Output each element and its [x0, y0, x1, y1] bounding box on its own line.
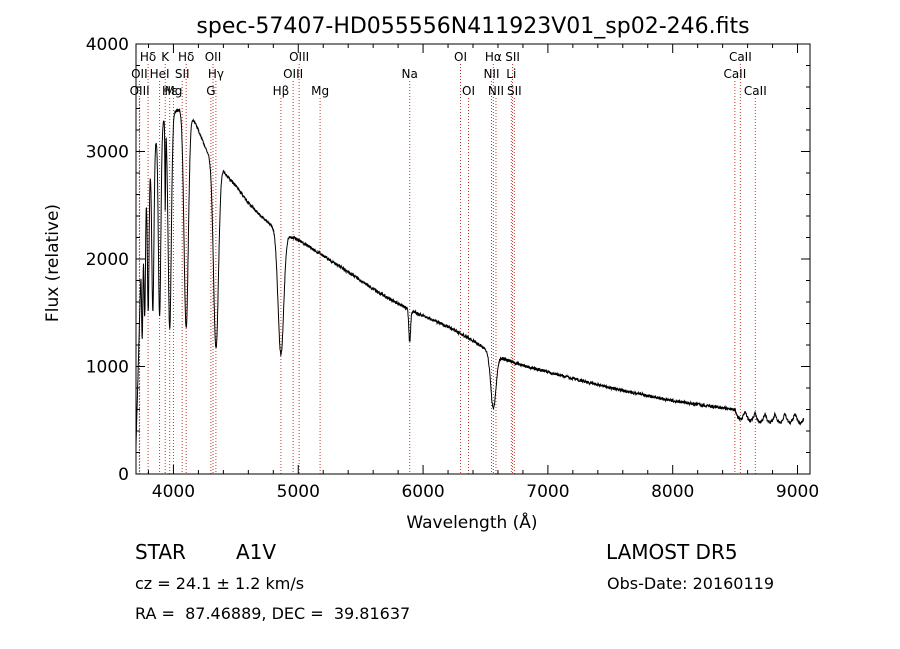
spectral-line-label: Hε: [162, 84, 178, 98]
spectral-line-label: OII: [131, 67, 148, 81]
y-tick-label: 2000: [86, 250, 129, 270]
spectral-line-label: Hγ: [208, 67, 224, 81]
spectral-line-label: SII: [507, 84, 522, 98]
spectral-line-label: Hα: [485, 50, 502, 64]
spectrum-series-line: [135, 107, 805, 447]
spectral-line-label: OII: [205, 50, 222, 64]
spectral-line-label: Li: [506, 67, 516, 81]
spectral-line-label: OIII: [130, 84, 150, 98]
spectral-line-label: OIII: [289, 50, 309, 64]
axis-tick-labels: 4000 5000 6000 7000 8000 9000 0 1000 2000 3000 400…: [86, 35, 819, 502]
spectral-line-markers: [138, 64, 756, 474]
spectral-line-label: OI: [462, 84, 475, 98]
spectral-line-label: CaII: [744, 84, 767, 98]
spectral-line-label: Hβ: [273, 84, 290, 98]
spectral-line-label: SII: [505, 50, 520, 64]
spectral-subclass: A1V: [236, 540, 277, 564]
y-tick-label: 3000: [86, 143, 129, 163]
chart-title: spec-57407-HD055556N411923V01_sp02-246.f…: [196, 14, 749, 39]
spectral-line-label: G: [206, 84, 215, 98]
y-axis-label: Flux (relative): [43, 204, 63, 322]
x-tick-label: 5000: [277, 482, 320, 502]
x-tick-label: 6000: [401, 482, 444, 502]
x-tick-label: 4000: [152, 482, 195, 502]
spectral-line-label: K: [161, 50, 170, 64]
x-tick-label: 9000: [776, 482, 819, 502]
spectral-line-label: Mg: [164, 84, 182, 98]
spectral-line-label: NII: [483, 67, 499, 81]
object-class: STAR: [135, 540, 186, 564]
spectral-line-label: Mg: [311, 84, 329, 98]
x-tick-label: 7000: [526, 482, 569, 502]
x-tick-label: 8000: [651, 482, 694, 502]
spectral-line-label: HeI: [150, 67, 170, 81]
spectral-line-label: Na: [402, 67, 418, 81]
observation-date: Obs-Date: 20160119: [607, 574, 775, 593]
spectral-line-label: OI: [454, 50, 467, 64]
spectral-line-label: Hδ: [178, 50, 194, 64]
survey-name: LAMOST DR5: [606, 540, 738, 564]
spectrum-chart: spec-57407-HD055556N411923V01_sp02-246.f…: [43, 14, 819, 533]
y-tick-label: 1000: [86, 358, 129, 378]
spectral-line-label: SII: [175, 67, 190, 81]
spectral-line-label: OIII: [283, 67, 303, 81]
axis-ticks: [136, 43, 810, 475]
spectral-line-label: NII: [488, 84, 504, 98]
spectral-line-label: Hδ: [140, 50, 156, 64]
x-axis-label: Wavelength (Å): [406, 511, 537, 533]
coordinates: RA = 87.46889, DEC = 39.81637: [135, 604, 411, 623]
spectral-line-label: CaII: [723, 67, 746, 81]
spectral-line-label: CaII: [729, 50, 752, 64]
y-tick-label: 4000: [86, 35, 129, 55]
y-tick-label: 0: [118, 465, 129, 485]
redshift-cz: cz = 24.1 ± 1.2 km/s: [135, 574, 305, 593]
plot-frame: [135, 43, 811, 475]
